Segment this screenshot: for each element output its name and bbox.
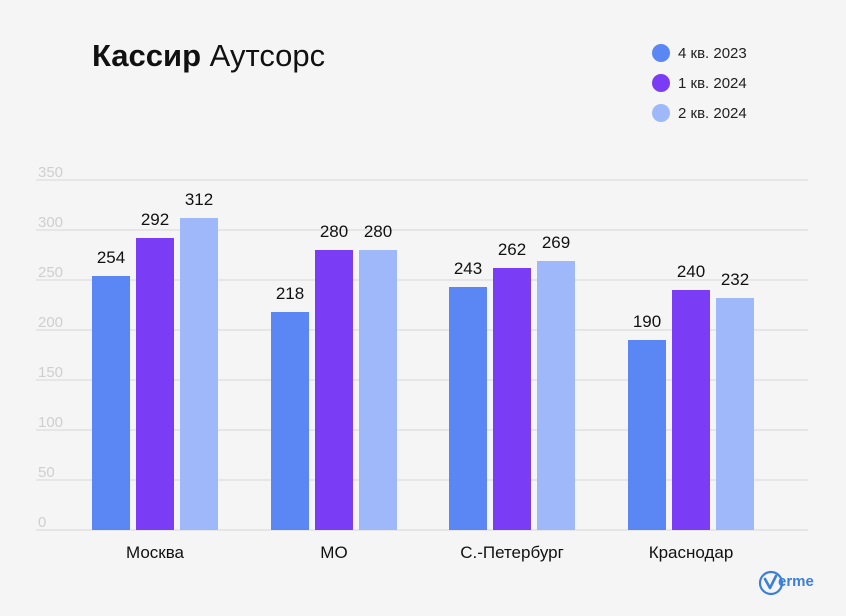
legend-item-1: 1 кв. 2024 [652, 68, 747, 98]
bar-2-0 [449, 287, 487, 530]
legend-item-0: 4 кв. 2023 [652, 38, 747, 68]
data-label-0-2: 312 [185, 190, 213, 209]
bar-0-1 [136, 238, 174, 530]
verme-logo: erme [758, 568, 814, 598]
legend-label-2: 2 кв. 2024 [678, 104, 747, 122]
y-tick-label-350: 350 [38, 164, 63, 181]
legend-swatch-1 [652, 74, 670, 92]
bar-3-1 [672, 290, 710, 530]
data-label-0-1: 292 [141, 210, 169, 229]
bar-2-1 [493, 268, 531, 530]
data-label-1-0: 218 [276, 284, 304, 303]
y-tick-label-250: 250 [38, 264, 63, 281]
legend-swatch-0 [652, 44, 670, 62]
y-tick-label-50: 50 [38, 464, 55, 481]
data-label-0-0: 254 [97, 248, 125, 267]
data-label-1-2: 280 [364, 222, 392, 241]
y-tick-label-200: 200 [38, 314, 63, 331]
legend-swatch-2 [652, 104, 670, 122]
category-label-0: Москва [126, 543, 185, 562]
chart-title: Кассир Аутсорс [92, 38, 325, 74]
bar-1-0 [271, 312, 309, 530]
bar-1-1 [315, 250, 353, 530]
legend-label-0: 4 кв. 2023 [678, 44, 747, 62]
bar-2-2 [537, 261, 575, 530]
category-label-1: МО [320, 543, 347, 562]
category-label-2: С.-Петербург [460, 543, 564, 562]
y-tick-label-100: 100 [38, 414, 63, 431]
data-label-2-0: 243 [454, 259, 482, 278]
legend: 4 кв. 2023 1 кв. 2024 2 кв. 2024 [652, 38, 747, 128]
category-label-3: Краснодар [649, 543, 734, 562]
data-label-3-2: 232 [721, 270, 749, 289]
y-tick-label-300: 300 [38, 214, 63, 231]
verme-logo-icon [758, 570, 784, 596]
legend-label-1: 1 кв. 2024 [678, 74, 747, 92]
data-label-3-1: 240 [677, 262, 705, 281]
y-tick-label-0: 0 [38, 514, 46, 531]
label-layer: 254 292 312 Москва 218 280 280 МО 243 262 269 С.-Пе… [97, 190, 749, 562]
bar-0-2 [180, 218, 218, 530]
verme-logo-text: erme [778, 573, 814, 590]
bar-0-0 [92, 276, 130, 530]
bar-1-2 [359, 250, 397, 530]
data-label-3-0: 190 [633, 312, 661, 331]
data-label-1-1: 280 [320, 222, 348, 241]
bar-3-2 [716, 298, 754, 530]
bar-layer [92, 218, 754, 530]
data-label-2-1: 262 [498, 240, 526, 259]
legend-item-2: 2 кв. 2024 [652, 98, 747, 128]
y-tick-label-150: 150 [38, 364, 63, 381]
chart-title-bold: Кассир [92, 38, 202, 73]
bar-3-0 [628, 340, 666, 530]
data-label-2-2: 269 [542, 233, 570, 252]
chart-title-regular: Аутсорс [209, 38, 326, 73]
